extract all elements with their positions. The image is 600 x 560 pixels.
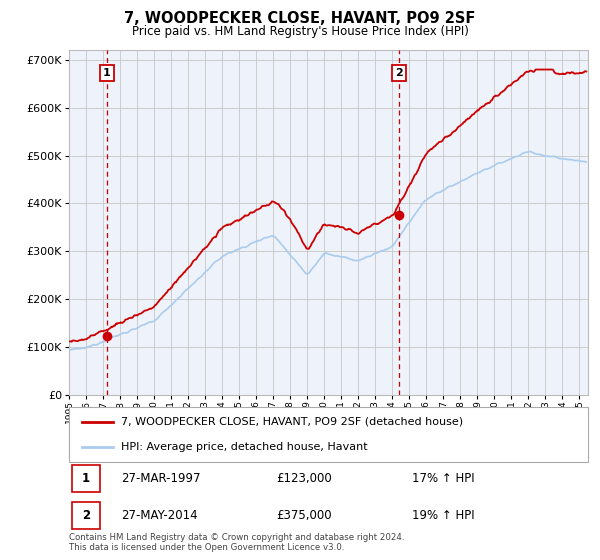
Text: 7, WOODPECKER CLOSE, HAVANT, PO9 2SF: 7, WOODPECKER CLOSE, HAVANT, PO9 2SF (124, 11, 476, 26)
Text: £123,000: £123,000 (277, 473, 332, 486)
FancyBboxPatch shape (71, 502, 100, 529)
FancyBboxPatch shape (71, 465, 100, 492)
Text: 27-MAR-1997: 27-MAR-1997 (121, 473, 200, 486)
Text: HPI: Average price, detached house, Havant: HPI: Average price, detached house, Hava… (121, 442, 368, 452)
Text: £375,000: £375,000 (277, 508, 332, 521)
Text: 1: 1 (82, 473, 90, 486)
Text: This data is licensed under the Open Government Licence v3.0.: This data is licensed under the Open Gov… (69, 543, 344, 552)
Text: 1: 1 (103, 68, 111, 78)
Text: Price paid vs. HM Land Registry's House Price Index (HPI): Price paid vs. HM Land Registry's House … (131, 25, 469, 38)
Text: 27-MAY-2014: 27-MAY-2014 (121, 508, 197, 521)
Text: Contains HM Land Registry data © Crown copyright and database right 2024.: Contains HM Land Registry data © Crown c… (69, 533, 404, 542)
Text: 2: 2 (82, 508, 90, 521)
Text: 7, WOODPECKER CLOSE, HAVANT, PO9 2SF (detached house): 7, WOODPECKER CLOSE, HAVANT, PO9 2SF (de… (121, 417, 463, 427)
FancyBboxPatch shape (69, 407, 588, 462)
Text: 2: 2 (395, 68, 403, 78)
Text: 17% ↑ HPI: 17% ↑ HPI (412, 473, 474, 486)
Text: 19% ↑ HPI: 19% ↑ HPI (412, 508, 474, 521)
